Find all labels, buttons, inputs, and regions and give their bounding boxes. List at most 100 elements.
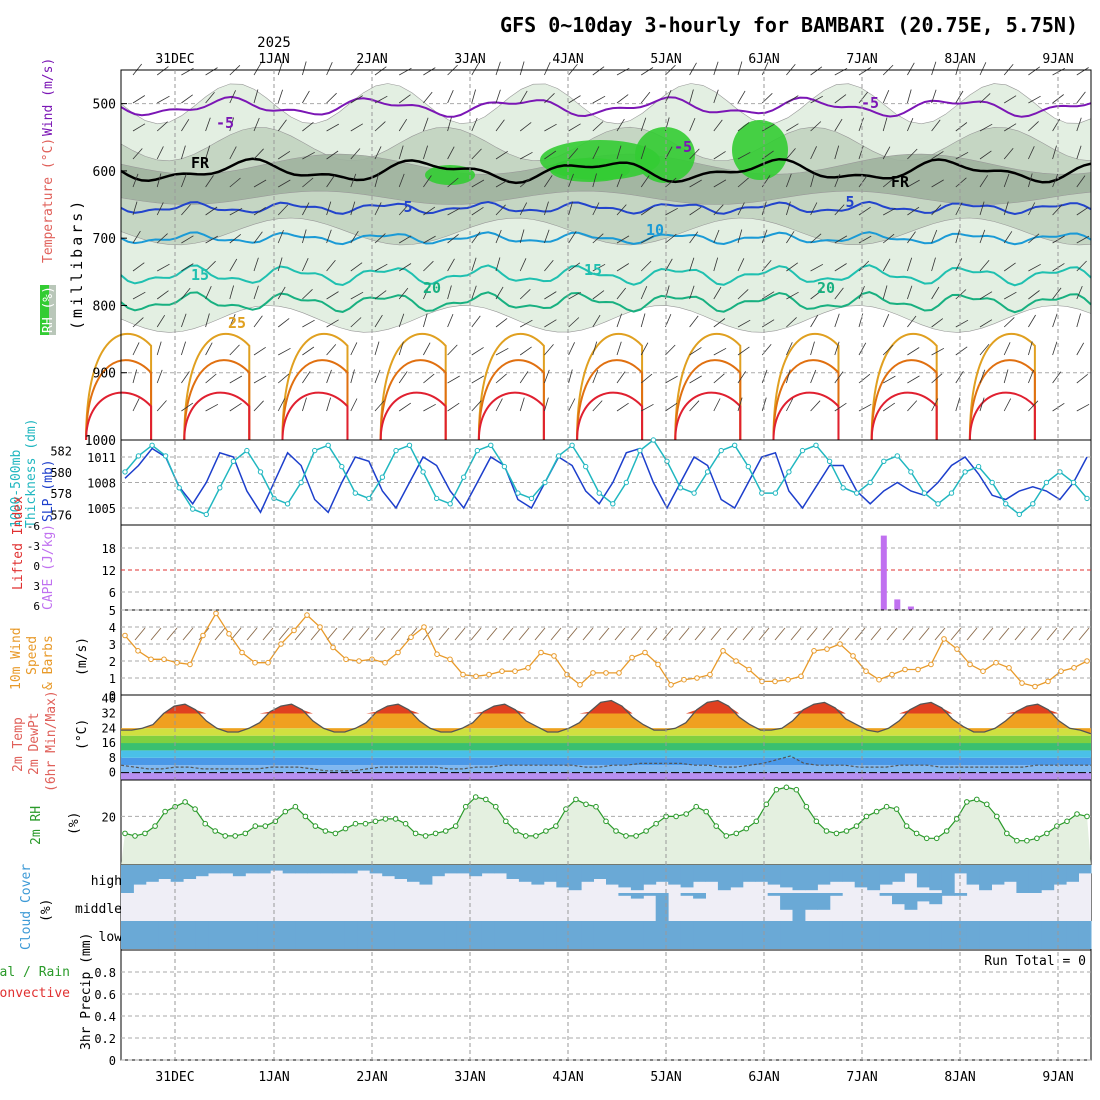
wind-barb — [471, 206, 484, 216]
rh2m-point — [953, 816, 960, 822]
rh2m-point — [783, 784, 790, 791]
cloud-bar — [556, 921, 570, 949]
wind-barb — [374, 369, 381, 384]
wind-barb — [858, 145, 864, 160]
wind-barb — [399, 67, 412, 76]
temp-band — [121, 765, 1091, 773]
wind-barb — [1052, 313, 1058, 328]
wind-barb — [156, 314, 166, 328]
cloud-bar — [755, 921, 769, 949]
wind-barb — [374, 400, 385, 412]
wind-barb — [350, 369, 355, 384]
wind-barb — [955, 122, 968, 132]
wind10-barb — [358, 627, 370, 641]
wind10-point — [837, 641, 843, 647]
wind-barb — [737, 122, 750, 132]
wind10-barb — [662, 627, 674, 641]
wind-barb — [181, 235, 194, 244]
rh2m-point — [583, 801, 589, 808]
rh2m-point — [1074, 811, 1080, 817]
wind-barb — [665, 258, 673, 272]
rh2m-point — [1004, 830, 1010, 837]
cloud-bar — [892, 893, 905, 905]
rh2m-point — [242, 830, 249, 837]
cloud-bar — [282, 865, 296, 874]
wind-barb — [447, 90, 454, 104]
wind-barb — [1076, 285, 1083, 300]
wind-barb — [858, 235, 872, 244]
wind10-point — [1084, 658, 1090, 664]
wind-barb — [907, 231, 916, 244]
contour-warm — [379, 391, 447, 441]
wind-barb — [1003, 148, 1014, 160]
wind-barb — [713, 286, 722, 300]
temperature-contours — [85, 95, 1092, 441]
rh2m-point — [402, 820, 409, 827]
bottom-date-label: 8JAN — [944, 1070, 975, 1085]
cloud-bar — [643, 893, 657, 896]
wind-barb — [302, 177, 314, 188]
wind-barb — [302, 346, 315, 356]
rh2m-point — [523, 833, 529, 839]
wind-barb — [786, 291, 799, 300]
wind-barb — [132, 230, 141, 244]
wind-barb — [277, 61, 283, 76]
wind10-barb — [182, 627, 194, 641]
wind10-barb — [342, 627, 354, 641]
bottom-date-label: 7JAN — [846, 1070, 877, 1085]
thickness-point — [759, 490, 765, 496]
rh2m-point — [543, 828, 549, 834]
cloud-bar — [780, 921, 793, 949]
wind10-frame — [120, 609, 1092, 696]
rh2m-point — [142, 830, 148, 837]
wind-barb — [616, 67, 630, 76]
cloud-bar — [357, 865, 371, 871]
wind-barb — [374, 66, 387, 76]
wind-barb — [568, 317, 580, 328]
wind-barb — [810, 202, 818, 216]
cloud-bar — [481, 921, 495, 949]
wind-barb — [132, 342, 140, 356]
thickness-point — [474, 447, 480, 454]
wind-barb — [883, 375, 896, 384]
wind-barb — [398, 371, 408, 384]
wind10-point — [902, 666, 908, 673]
wind-barb — [350, 317, 362, 328]
wind-barb — [713, 229, 720, 244]
wind-barb — [834, 118, 843, 132]
cloud-bar — [543, 921, 557, 949]
precip-tick-label: 0.6 — [94, 988, 116, 1002]
wind-barb — [713, 257, 719, 272]
wind-barb — [955, 151, 969, 160]
cloud-bar — [916, 893, 930, 902]
wind-barb — [858, 91, 869, 104]
wind-barb — [374, 233, 386, 244]
cloud-bar — [854, 865, 868, 888]
wind-barb — [1028, 314, 1036, 328]
wind-barb — [931, 151, 944, 160]
cloud-bar — [606, 865, 619, 885]
wind-barb — [1003, 231, 1013, 244]
cloud-bar — [357, 921, 371, 949]
rh2m-point — [903, 823, 910, 829]
cloud-bar — [332, 921, 346, 949]
rh2m-panel: 20 2m RH (%) — [29, 779, 1092, 866]
thickness-point — [732, 442, 738, 448]
wind-barb — [302, 397, 307, 412]
wind10-point — [967, 661, 973, 668]
thickness-point — [406, 442, 413, 448]
cloud-bar — [394, 865, 408, 879]
cloud-bar — [792, 893, 806, 921]
wind-barb — [1076, 117, 1082, 132]
cloud-bar — [1016, 921, 1030, 949]
wind10-barb — [390, 627, 402, 641]
wind-barb — [447, 177, 459, 188]
rh2m-point — [693, 803, 700, 810]
wind-barb — [640, 313, 646, 328]
wind10-point — [499, 668, 505, 675]
cloud-bar — [307, 865, 321, 874]
contour-5 — [120, 200, 1092, 216]
wind-barb — [495, 257, 501, 272]
cloud-bar — [444, 865, 458, 874]
